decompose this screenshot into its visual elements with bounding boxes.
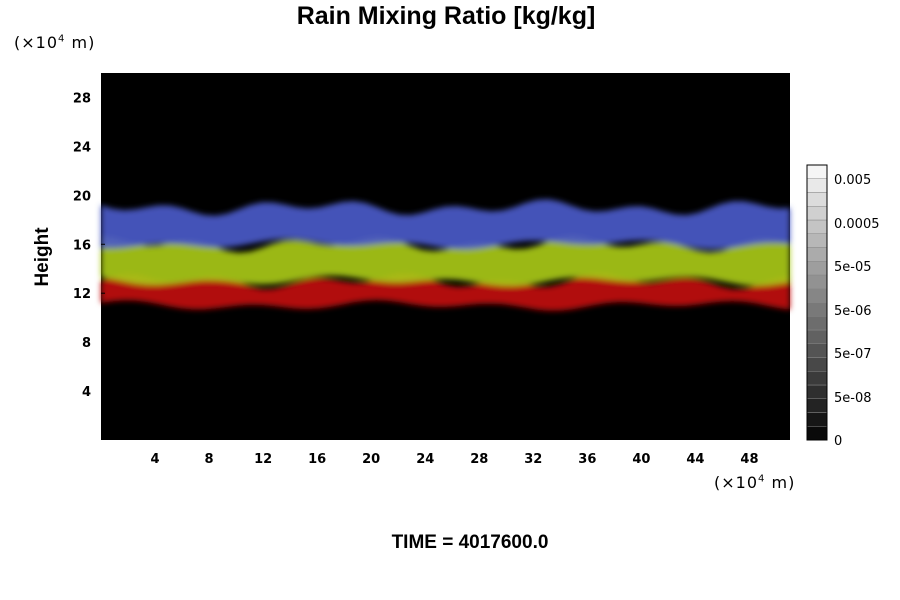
colorbar-step [806, 288, 828, 303]
x-tick-label: 8 [205, 452, 214, 467]
colorbar-step [806, 247, 828, 262]
layer-band [101, 199, 790, 250]
colorbar-step [806, 329, 828, 344]
x-tick-label: 16 [308, 452, 326, 467]
colorbar-step [806, 384, 828, 399]
colorbar-step [806, 316, 828, 331]
y-tick-label: 4 [82, 385, 91, 400]
x-tick-label: 28 [470, 452, 488, 467]
layer-band [101, 273, 790, 311]
chart-title: Rain Mixing Ratio [kg/kg] [296, 2, 596, 30]
colorbar-label: 0 [834, 434, 842, 449]
colorbar-label: 5e-05 [834, 260, 872, 275]
colorbar-step [806, 371, 828, 386]
colorbar-step [806, 164, 828, 179]
x-tick-label: 44 [686, 452, 704, 467]
colorbar-label: 5e-08 [834, 391, 872, 406]
x-tick-label: 4 [151, 452, 160, 467]
y-tick-label: 16 [73, 238, 91, 253]
x-tick-label: 36 [578, 452, 596, 467]
colorbar-step [806, 206, 828, 221]
colorbar-step [806, 426, 828, 441]
colorbar-step [806, 178, 828, 193]
y-axis-unit: (×104 m) [14, 33, 96, 52]
y-tick-label: 12 [73, 287, 91, 302]
x-tick-label: 20 [362, 452, 380, 467]
colorbar-step [806, 274, 828, 289]
time-footer: TIME = 4017600.0 [391, 532, 549, 553]
colorbar-step [806, 357, 828, 372]
colorbar-step [806, 192, 828, 207]
colorbar-label: 5e-06 [834, 304, 872, 319]
colorbar-frame [806, 164, 828, 441]
y-tick-label: 20 [73, 189, 91, 204]
colorbar-label: 0.005 [834, 173, 871, 188]
colorbar-step [806, 343, 828, 358]
colorbar-step [806, 233, 828, 248]
colorbar-step [806, 261, 828, 276]
x-tick-label: 40 [632, 452, 650, 467]
layer-band [101, 235, 790, 287]
y-tick-label: 8 [82, 336, 91, 351]
colorbar-step [806, 412, 828, 427]
colorbar-step [806, 302, 828, 317]
x-tick-label: 12 [254, 452, 272, 467]
x-axis-unit: (×104 m) [714, 473, 796, 492]
colorbar-label: 5e-07 [834, 347, 872, 362]
x-tick-label: 32 [524, 452, 542, 467]
colorbar-step [806, 219, 828, 234]
colorbar-step [806, 398, 828, 413]
x-tick-label: 48 [740, 452, 758, 467]
y-tick-label: 28 [73, 91, 91, 106]
x-tick-label: 24 [416, 452, 434, 467]
colorbar-label: 0.0005 [834, 217, 880, 232]
y-tick-label: 24 [73, 140, 91, 155]
